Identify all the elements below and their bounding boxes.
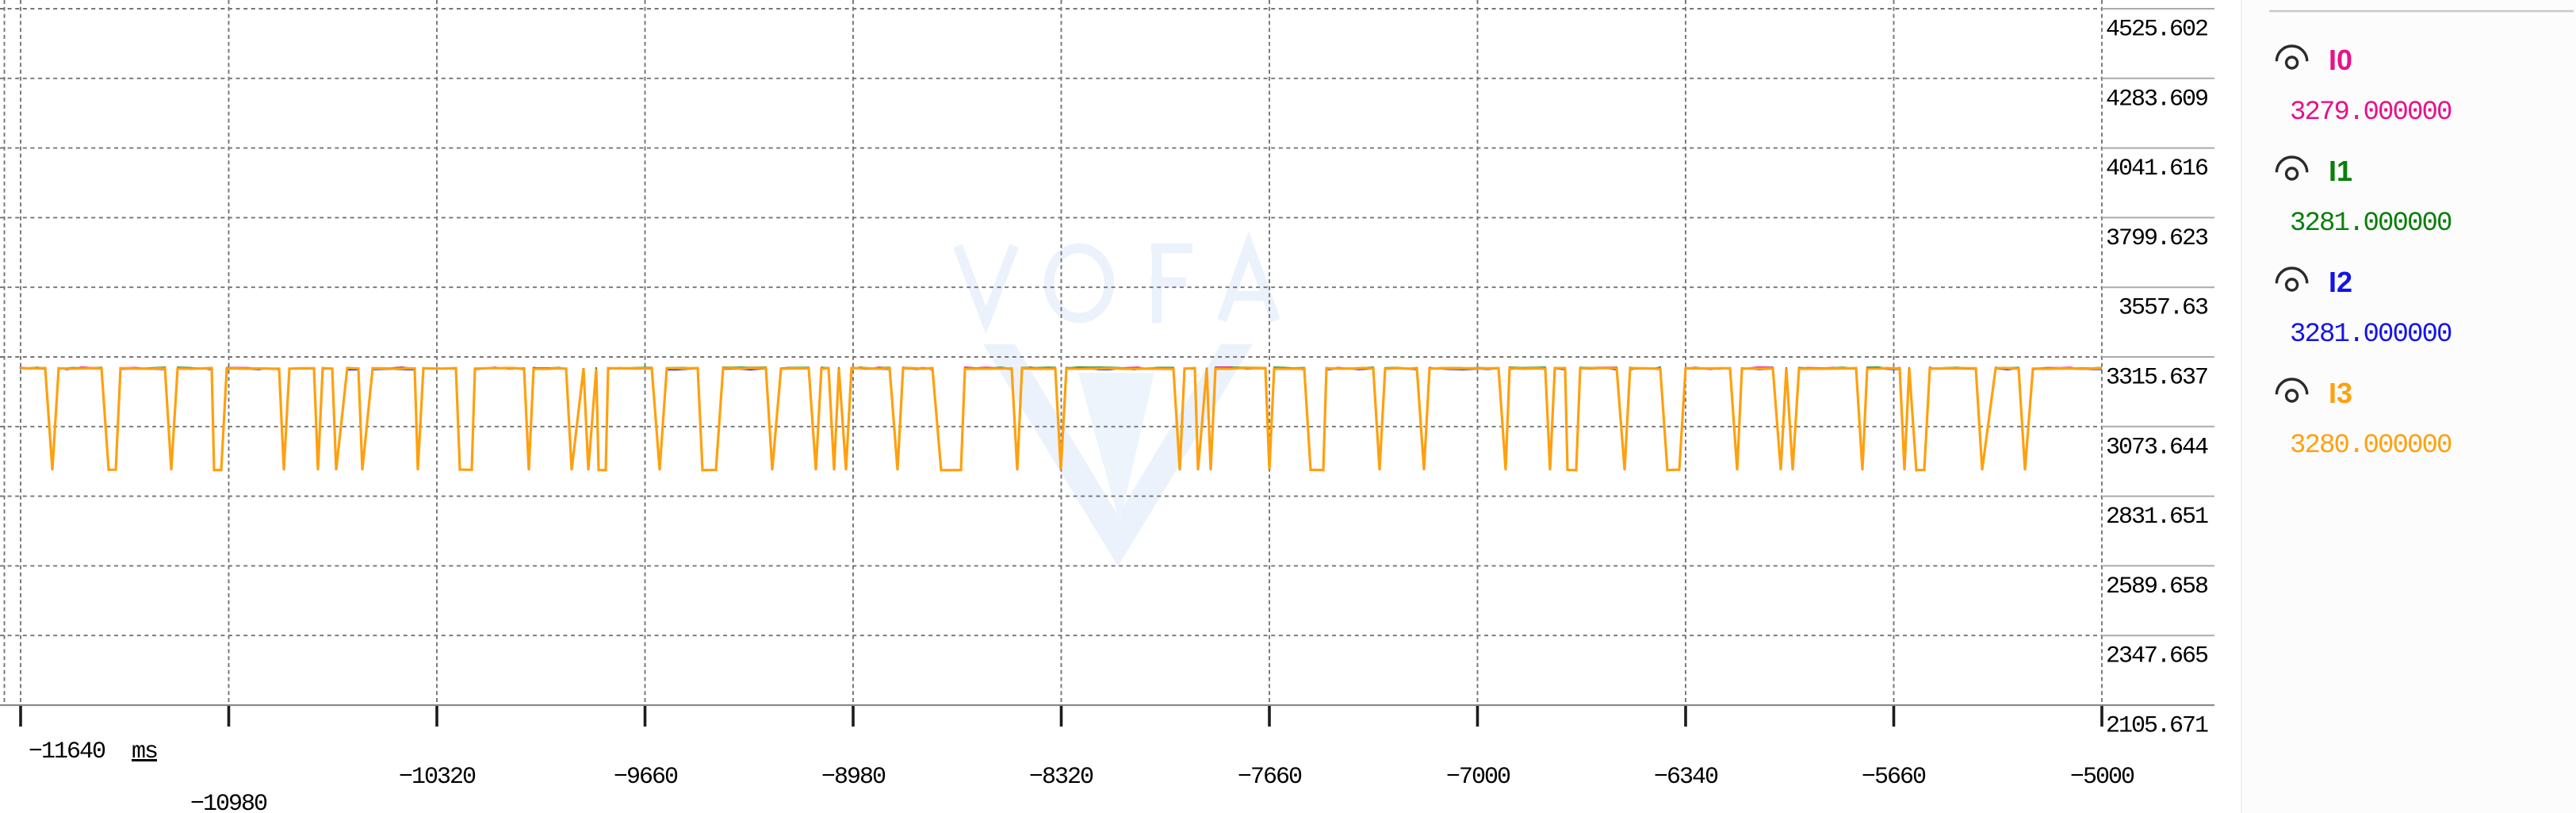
svg-text:I1: I1 xyxy=(2329,155,2352,187)
svg-text:−5660: −5660 xyxy=(1862,764,1926,791)
svg-text:−7660: −7660 xyxy=(1238,764,1302,791)
svg-text:−11640: −11640 xyxy=(29,738,105,765)
svg-text:2589.658: 2589.658 xyxy=(2106,573,2208,600)
svg-text:3280.000000: 3280.000000 xyxy=(2290,431,2452,461)
svg-text:I2: I2 xyxy=(2329,266,2352,298)
svg-text:4041.616: 4041.616 xyxy=(2106,155,2208,182)
svg-text:3281.000000: 3281.000000 xyxy=(2290,320,2452,350)
svg-text:2831.651: 2831.651 xyxy=(2106,504,2208,531)
svg-text:I3: I3 xyxy=(2329,377,2352,409)
svg-text:−9660: −9660 xyxy=(614,764,678,791)
svg-text:2347.665: 2347.665 xyxy=(2106,643,2208,670)
svg-text:3073.644: 3073.644 xyxy=(2106,434,2208,461)
svg-text:3799.623: 3799.623 xyxy=(2106,225,2208,252)
svg-text:−8980: −8980 xyxy=(821,764,886,791)
svg-text:−7000: −7000 xyxy=(1446,764,1510,791)
svg-text:−5000: −5000 xyxy=(2070,764,2134,791)
svg-text:3279.000000: 3279.000000 xyxy=(2290,98,2452,128)
svg-text:3315.637: 3315.637 xyxy=(2106,365,2207,392)
svg-text:4283.609: 4283.609 xyxy=(2106,86,2207,113)
svg-text:−8320: −8320 xyxy=(1029,764,1093,791)
svg-text:3557.63: 3557.63 xyxy=(2119,295,2208,322)
svg-text:−10320: −10320 xyxy=(399,764,476,791)
svg-text:ms: ms xyxy=(132,738,157,765)
svg-text:2105.671: 2105.671 xyxy=(2106,713,2208,740)
svg-text:−6340: −6340 xyxy=(1654,764,1718,791)
svg-text:I0: I0 xyxy=(2329,44,2352,76)
svg-text:3281.000000: 3281.000000 xyxy=(2290,209,2452,239)
svg-text:4525.602: 4525.602 xyxy=(2106,17,2207,44)
svg-text:−10980: −10980 xyxy=(190,791,267,813)
